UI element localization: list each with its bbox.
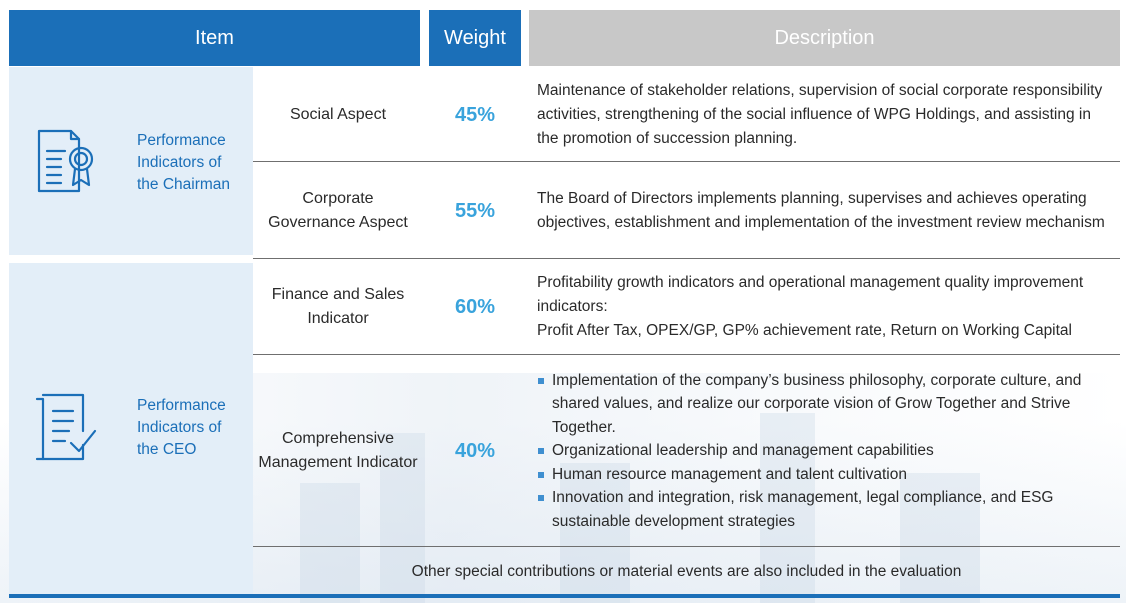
list-item: Organizational leadership and management…: [537, 439, 1112, 463]
header-item: Item: [9, 10, 420, 66]
description-line: Profitability growth indicators and oper…: [537, 274, 1084, 315]
bullet-square-icon: [538, 471, 544, 478]
certificate-icon: [37, 129, 94, 193]
row-aspect-management: Comprehensive Management Indicator: [258, 430, 418, 471]
row-weight-social: 45%: [454, 103, 496, 126]
header-weight: Weight: [429, 10, 521, 66]
row-description-management: Implementation of the company’s business…: [537, 355, 1112, 547]
row-aspect-finance: Finance and Sales Indicator: [271, 286, 405, 327]
row-description-governance: The Board of Directors implements planni…: [537, 162, 1112, 260]
row-aspect-governance: Corporate Governance Aspect: [268, 190, 408, 231]
bullet-list: Implementation of the company’s business…: [537, 369, 1112, 534]
list-item: Implementation of the company’s business…: [537, 369, 1112, 440]
footer-note: Other special contributions or material …: [411, 563, 962, 580]
header-description: Description: [529, 10, 1120, 66]
row-weight-governance: 55%: [454, 199, 496, 222]
group-ceo: Performance Indicators of the CEO: [9, 263, 253, 594]
row-divider: [253, 354, 1120, 355]
list-item: Human resource management and talent cul…: [537, 463, 1112, 487]
row-description-finance: Profitability growth indicators and oper…: [537, 259, 1112, 355]
bottom-bar: [9, 594, 1120, 598]
row-divider: [253, 258, 1120, 259]
row-divider: [253, 546, 1120, 547]
bullet-square-icon: [538, 448, 544, 455]
bullet-square-icon: [538, 377, 544, 384]
group-label-chairman: Performance Indicators of the Chairman: [137, 132, 231, 193]
description-text: Maintenance of stakeholder relations, su…: [537, 82, 1103, 147]
row-weight-finance: 60%: [454, 295, 496, 318]
group-chairman: Performance Indicators of the Chairman: [9, 67, 253, 255]
bullet-square-icon: [538, 495, 544, 502]
row-divider: [253, 161, 1120, 162]
row-weight-management: 40%: [454, 439, 496, 462]
description-line: Profit After Tax, OPEX/GP, GP% achieveme…: [537, 322, 1072, 339]
row-description-social: Maintenance of stakeholder relations, su…: [537, 67, 1112, 163]
checklist-icon: [35, 393, 97, 461]
row-aspect-social: Social Aspect: [289, 106, 387, 123]
description-text: The Board of Directors implements planni…: [537, 190, 1105, 231]
list-item: Innovation and integration, risk managem…: [537, 486, 1112, 533]
group-label-ceo: Performance Indicators of the CEO: [137, 397, 226, 458]
